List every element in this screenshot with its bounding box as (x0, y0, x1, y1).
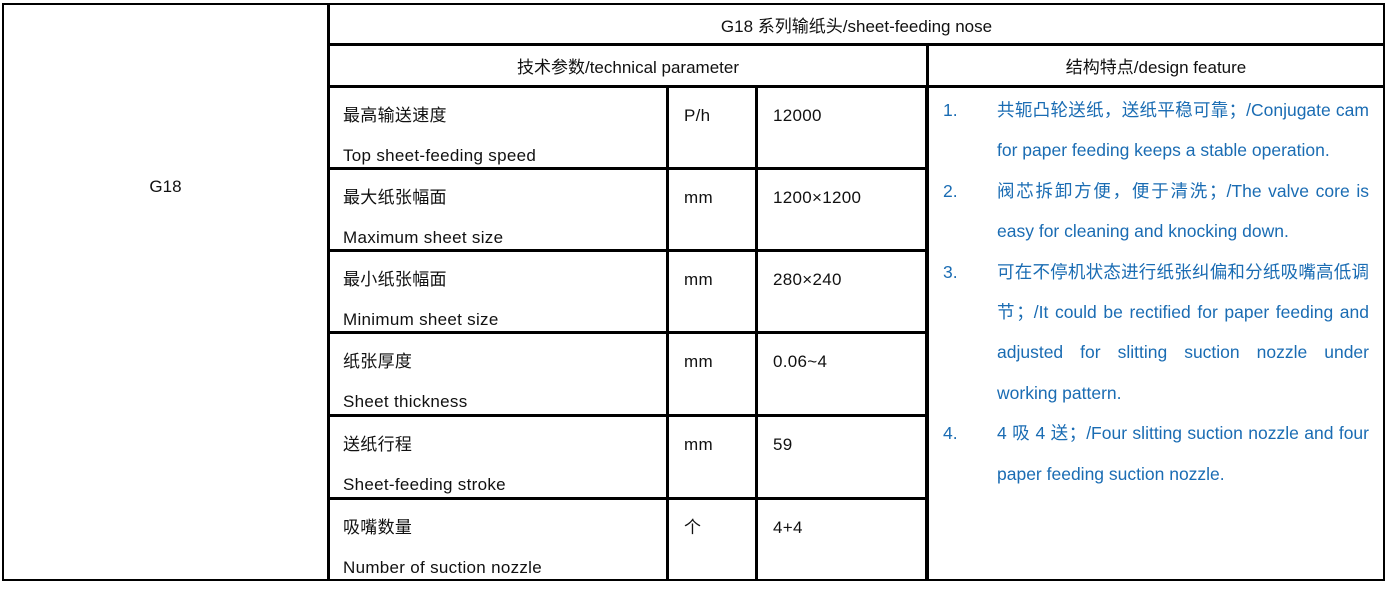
params-header: 技术参数/technical parameter (328, 44, 928, 87)
param-unit: mm (684, 352, 713, 371)
param-value-cell: 12000 (756, 86, 927, 169)
param-value-cell: 4+4 (756, 498, 927, 581)
param-name-zh: 送纸行程 (343, 435, 413, 454)
param-value: 1200×1200 (773, 188, 862, 207)
feature-item: 2. 阀芯拆卸方便，便于清洗；/The valve core is easy f… (929, 171, 1369, 252)
table-title: G18 系列输纸头/sheet-feeding nose (328, 3, 1385, 45)
features-header: 结构特点/design feature (927, 44, 1385, 87)
param-unit-cell: mm (667, 250, 757, 333)
param-name-cell: 吸嘴数量 Number of suction nozzle (328, 498, 668, 581)
param-name-en: Sheet thickness (343, 392, 468, 411)
param-name-cell: 最大纸张幅面 Maximum sheet size (328, 168, 668, 251)
param-name-zh: 纸张厚度 (343, 352, 413, 371)
feature-item: 3. 可在不停机状态进行纸张纠偏和分纸吸嘴高低调节；/It could be r… (929, 252, 1369, 414)
param-name-cell: 纸张厚度 Sheet thickness (328, 332, 668, 416)
param-name-en: Maximum sheet size (343, 228, 504, 247)
feature-number: 4. (943, 423, 958, 444)
title-text: G18 系列输纸头/sheet-feeding nose (720, 16, 993, 36)
param-name-en: Top sheet-feeding speed (343, 146, 537, 165)
param-name-zh: 最大纸张幅面 (343, 188, 447, 207)
param-name-zh: 吸嘴数量 (343, 518, 413, 537)
param-unit: mm (684, 188, 713, 207)
param-value: 59 (773, 435, 793, 454)
param-value-cell: 280×240 (756, 250, 927, 333)
param-value: 12000 (773, 106, 822, 125)
param-unit: mm (684, 435, 713, 454)
features-cell: 1. 共轭凸轮送纸，送纸平稳可靠；/Conjugate cam for pape… (927, 86, 1385, 581)
param-name-zh: 最高输送速度 (343, 106, 447, 125)
param-unit: 个 (684, 518, 702, 537)
param-unit-cell: mm (667, 332, 757, 416)
param-name-cell: 最小纸张幅面 Minimum sheet size (328, 250, 668, 333)
param-name-cell: 送纸行程 Sheet-feeding stroke (328, 415, 668, 499)
param-value: 0.06~4 (773, 352, 828, 371)
param-value: 4+4 (773, 518, 803, 537)
param-name-zh: 最小纸张幅面 (343, 270, 447, 289)
feature-text: 阀芯拆卸方便，便于清洗；/The valve core is easy for … (997, 180, 1369, 242)
param-unit: mm (684, 270, 713, 289)
feature-item: 4. 4 吸 4 送；/Four slitting suction nozzle… (929, 413, 1369, 494)
param-value: 280×240 (773, 270, 842, 289)
param-name-en: Number of suction nozzle (343, 558, 543, 577)
feature-text: 共轭凸轮送纸，送纸平稳可靠；/Conjugate cam for paper f… (997, 100, 1369, 161)
feature-text: 4 吸 4 送；/Four slitting suction nozzle an… (997, 423, 1369, 484)
features-header-text: 结构特点/design feature (1065, 58, 1247, 77)
feature-number: 3. (943, 261, 958, 282)
model-cell: G18 (2, 3, 329, 581)
param-unit-cell: mm (667, 168, 757, 251)
feature-number: 1. (943, 100, 958, 120)
param-unit-cell: P/h (667, 86, 757, 169)
param-name-cell: 最高输送速度 Top sheet-feeding speed (328, 86, 668, 169)
param-unit-cell: 个 (667, 498, 757, 581)
param-unit: P/h (684, 106, 711, 125)
param-name-en: Minimum sheet size (343, 310, 499, 329)
param-value-cell: 1200×1200 (756, 168, 927, 251)
feature-text: 可在不停机状态进行纸张纠偏和分纸吸嘴高低调节；/It could be rect… (997, 261, 1369, 403)
param-value-cell: 0.06~4 (756, 332, 927, 416)
feature-number: 2. (943, 180, 958, 201)
param-name-en: Sheet-feeding stroke (343, 475, 506, 494)
params-header-text: 技术参数/technical parameter (516, 58, 740, 77)
model-label: G18 (149, 177, 182, 196)
param-value-cell: 59 (756, 415, 927, 499)
feature-item: 1. 共轭凸轮送纸，送纸平稳可靠；/Conjugate cam for pape… (929, 90, 1369, 171)
param-unit-cell: mm (667, 415, 757, 499)
